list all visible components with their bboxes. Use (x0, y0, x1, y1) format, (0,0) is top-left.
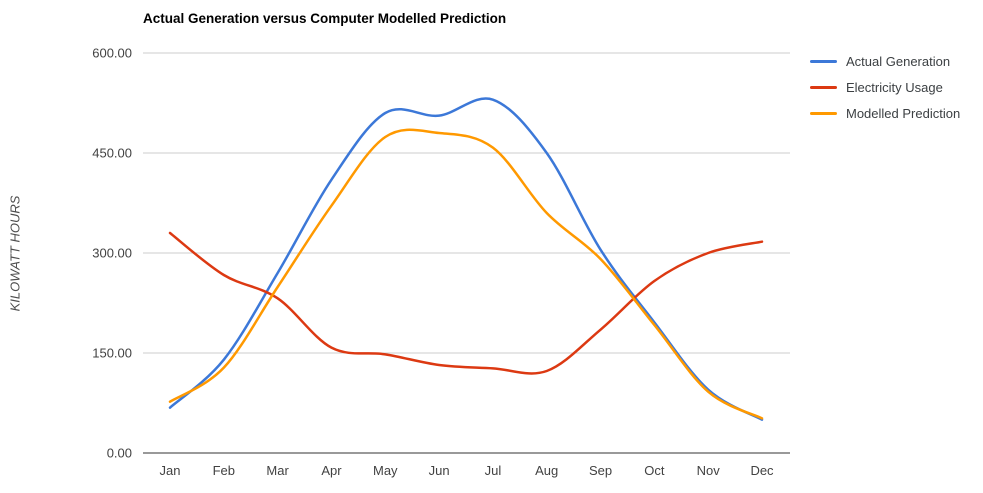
legend-line-swatch (810, 85, 837, 89)
x-tick-label: Dec (750, 463, 774, 478)
x-tick-label: Nov (696, 463, 720, 478)
y-tick-label: 0.00 (106, 445, 132, 461)
legend-item-actual-generation: Actual Generation (810, 48, 960, 74)
x-tick-label: Jan (159, 463, 181, 478)
legend-line-swatch (810, 111, 837, 115)
x-tick-label: Feb (212, 463, 236, 478)
legend-item-electricity-usage: Electricity Usage (810, 74, 960, 100)
series-line-electricity-usage (168, 231, 764, 375)
x-tick-label: Mar (266, 463, 289, 478)
series-line-modelled-prediction (168, 128, 764, 420)
y-tick-label: 150.00 (92, 345, 132, 361)
legend-label: Electricity Usage (846, 79, 943, 95)
legend-line-swatch (810, 59, 837, 63)
legend-label: Modelled Prediction (846, 105, 961, 121)
x-tick-label: Sep (588, 463, 613, 478)
legend-item-modelled-prediction: Modelled Prediction (810, 100, 960, 126)
x-tick-label: Oct (644, 463, 665, 478)
x-tick-label: Aug (535, 463, 559, 478)
y-tick-label: 450.00 (92, 145, 132, 161)
x-tick-label: May (372, 463, 398, 478)
x-tick-label: Apr (321, 463, 342, 478)
y-tick-label: 300.00 (92, 245, 132, 261)
legend: Actual Generation Electricity Usage Modell… (810, 48, 960, 126)
x-tick-label: Jun (428, 463, 450, 478)
x-tick-label: Jul (484, 463, 502, 478)
chart-title: Actual Generation versus Computer Modell… (143, 11, 507, 26)
series-line-actual-generation (168, 97, 764, 421)
legend-label: Actual Generation (846, 53, 951, 69)
y-tick-label: 600.00 (92, 45, 132, 61)
